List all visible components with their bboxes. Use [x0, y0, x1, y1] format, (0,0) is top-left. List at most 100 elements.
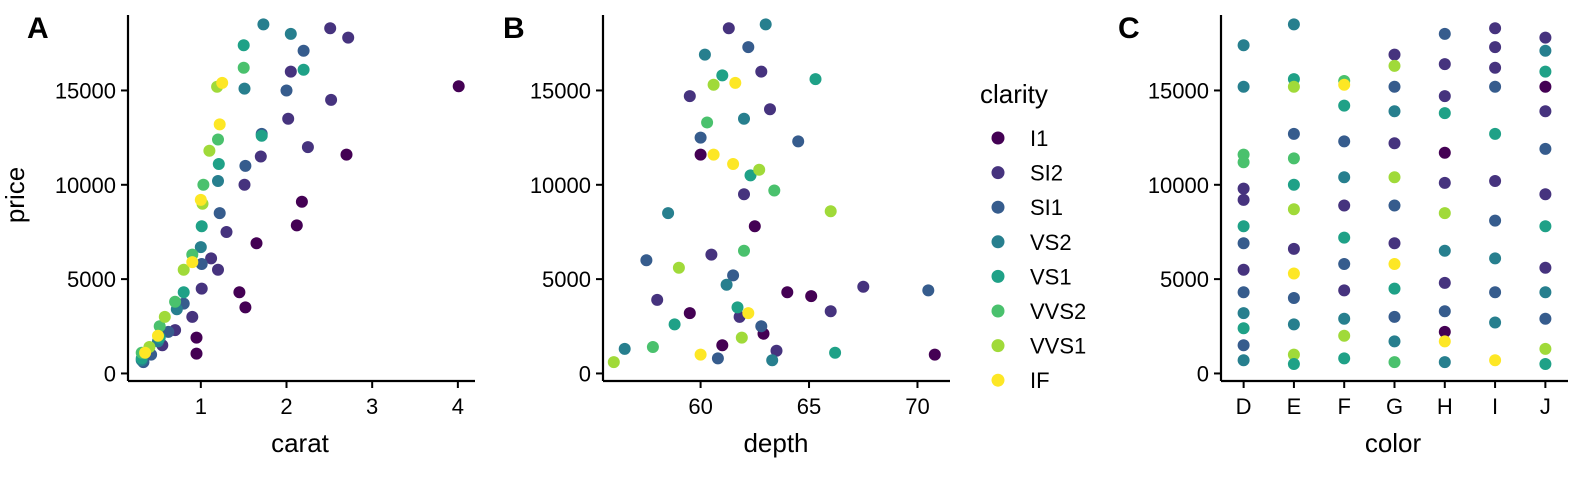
legend-title: clarity: [980, 79, 1048, 109]
data-point: [1287, 152, 1300, 165]
data-point: [213, 207, 226, 220]
data-point: [768, 184, 781, 197]
data-point: [1438, 27, 1451, 40]
panel-c-color-vs-price: 0 5000 10000 15000 D E F G H I J: [1148, 15, 1568, 419]
data-point: [1388, 356, 1401, 369]
data-point: [1489, 252, 1502, 265]
data-point: [1438, 276, 1451, 289]
data-point: [1287, 292, 1300, 304]
data-point: [755, 320, 768, 333]
data-point: [1489, 80, 1502, 93]
data-point: [922, 284, 935, 297]
y-tick-label: 10000: [1148, 173, 1209, 198]
data-point: [1287, 318, 1300, 331]
legend-key-if: [991, 373, 1005, 387]
data-point: [1237, 220, 1250, 233]
legend-label-i1: I1: [1030, 126, 1048, 151]
data-point: [1388, 199, 1401, 212]
x-tick-label: D: [1236, 394, 1252, 419]
legend-label-si2: SI2: [1030, 161, 1063, 186]
data-point: [1388, 258, 1401, 270]
data-point: [764, 103, 776, 116]
data-point: [683, 90, 696, 103]
panel-tag-a: A: [27, 12, 49, 45]
data-point: [1438, 90, 1451, 103]
data-point: [1287, 348, 1300, 361]
data-point: [735, 331, 748, 344]
x-tick-label: H: [1437, 394, 1453, 419]
data-point: [646, 341, 659, 353]
data-point: [1539, 342, 1552, 355]
data-point: [1388, 48, 1401, 61]
x-tick-label: 65: [797, 394, 821, 419]
data-point: [1438, 244, 1451, 257]
data-point: [1338, 231, 1351, 244]
data-point: [1489, 286, 1502, 299]
data-point: [1388, 80, 1401, 93]
x-tick-label: E: [1287, 394, 1302, 419]
data-point: [1237, 354, 1250, 367]
data-point: [1438, 176, 1451, 189]
data-point: [1338, 352, 1351, 365]
data-point: [139, 346, 152, 359]
x-tick-label: 60: [688, 394, 712, 419]
data-point: [212, 133, 224, 146]
data-point: [1287, 178, 1300, 191]
data-point: [744, 169, 757, 182]
data-point: [295, 195, 308, 208]
data-point: [662, 207, 675, 220]
data-point: [186, 256, 199, 269]
data-point: [216, 76, 229, 89]
legend-key-si1: [991, 200, 1005, 214]
legend: clarity I1 SI2 SI1 VS2 VS1 VVS2 VVS1 IF: [980, 79, 1086, 393]
data-point: [452, 80, 465, 93]
data-point: [290, 219, 303, 232]
data-point: [928, 348, 941, 361]
data-point: [738, 112, 750, 125]
data-point: [1438, 335, 1451, 348]
data-point: [727, 269, 740, 282]
data-point: [238, 82, 251, 95]
x-tick-label: 4: [452, 394, 464, 419]
data-point: [824, 205, 837, 218]
data-point: [1539, 358, 1552, 370]
data-point: [1287, 242, 1300, 255]
legend-key-vs1: [991, 269, 1005, 283]
data-point: [722, 22, 735, 35]
y-tick-label: 10000: [55, 173, 116, 198]
data-point: [284, 27, 297, 40]
data-point: [1287, 127, 1300, 140]
data-point: [1489, 127, 1502, 140]
panel-b-depth-vs-price: 0 5000 10000 15000 60 65 70: [530, 15, 950, 419]
data-point: [1539, 261, 1552, 274]
data-point: [177, 263, 190, 276]
data-point: [668, 318, 681, 331]
data-point: [203, 144, 216, 157]
data-point: [1388, 310, 1401, 323]
data-point: [1287, 80, 1300, 93]
data-point: [651, 293, 664, 306]
data-point: [618, 342, 631, 355]
data-point: [742, 41, 755, 54]
data-point: [1438, 356, 1451, 369]
data-point: [1539, 80, 1552, 93]
data-point: [701, 116, 714, 129]
panel-tag-b: B: [503, 12, 525, 45]
data-point: [1237, 339, 1250, 352]
data-point: [1237, 263, 1250, 276]
legend-key-i1: [991, 131, 1005, 145]
legend-label-vs1: VS1: [1030, 264, 1072, 289]
data-point: [1237, 286, 1250, 299]
data-point: [1338, 199, 1351, 212]
data-point: [213, 118, 226, 131]
data-point: [212, 263, 224, 276]
y-tick-label: 15000: [55, 78, 116, 103]
data-point: [1237, 182, 1250, 195]
data-point: [705, 248, 718, 261]
x-axis-title-c: color: [1365, 428, 1422, 458]
data-point: [1539, 188, 1552, 201]
data-point: [1539, 105, 1552, 118]
data-point: [1489, 175, 1502, 187]
x-tick-label: J: [1540, 394, 1551, 419]
data-point: [770, 344, 783, 357]
